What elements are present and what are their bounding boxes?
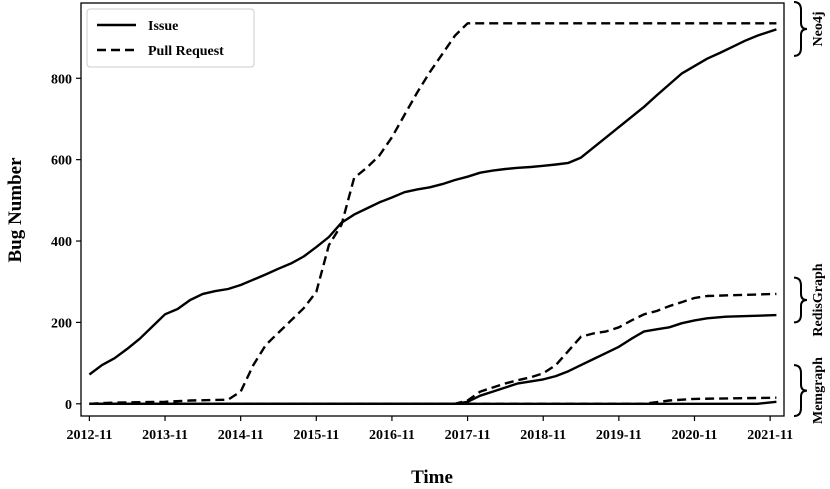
legend-label-issue: Issue: [148, 19, 178, 34]
group-label: Memgraph: [811, 357, 826, 424]
plot-frame: [80, 2, 785, 417]
x-axis-title: Time: [411, 467, 453, 488]
series-memgraph-line: [89, 396, 777, 405]
x-tick-label: 2020-11: [672, 428, 718, 443]
group-brace: [793, 364, 808, 417]
x-tick-label: 2016-11: [369, 428, 415, 443]
issue-neo4j-line: [88, 28, 777, 376]
series-redisgraph-line: [89, 292, 777, 405]
y-tick-label: 800: [51, 72, 72, 87]
x-tick-label: 2012-11: [66, 428, 112, 443]
x-tick-label: 2014-11: [218, 428, 264, 443]
x-tick-label: 2017-11: [445, 428, 491, 443]
y-tick-label: 400: [51, 235, 72, 250]
y-tick-label: 200: [51, 316, 72, 331]
x-tick-label: 2015-11: [293, 428, 339, 443]
pull-request-neo4j-line: [89, 22, 777, 405]
x-tick-label: 2019-11: [596, 428, 642, 443]
group-label: RedisGraph: [811, 263, 826, 336]
series-redisgraph-line: [89, 313, 777, 405]
x-tick-label: 2018-11: [520, 428, 566, 443]
x-tick-label: 2021-11: [747, 428, 793, 443]
group-brace: [793, 276, 808, 324]
series-memgraph-line: [89, 400, 777, 405]
legend: Issue Pull Request: [86, 8, 255, 68]
y-tick-label: 0: [65, 398, 72, 413]
y-axis: 0 200 400 600 800: [51, 72, 81, 413]
y-tick-label: 600: [51, 154, 72, 169]
x-tick-label: 2013-11: [142, 428, 188, 443]
group-label: Neo4j: [811, 11, 826, 46]
side-labels: Neo4j RedisGraph Memgraph: [793, 1, 826, 424]
legend-label-pull-request: Pull Request: [148, 44, 224, 59]
legend-box: [86, 8, 255, 68]
group-brace: [793, 1, 808, 57]
x-axis: 2012-11 2013-11 2014-11 2015-11 2016-11 2017-…: [66, 416, 793, 443]
y-axis-title: Bug Number: [5, 157, 26, 263]
plot-lines: [88, 22, 777, 405]
